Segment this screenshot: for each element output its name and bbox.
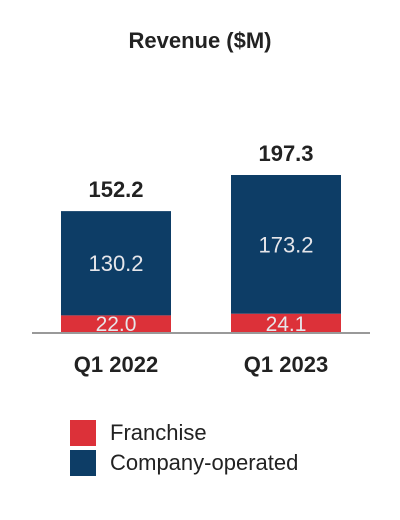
legend-swatch-franchise — [70, 420, 96, 446]
legend: Franchise Company-operated — [70, 418, 298, 478]
x-tick-label-q1-2023: Q1 2023 — [244, 352, 328, 377]
bar-company-operated-q1-2022 — [61, 211, 171, 316]
legend-item-franchise: Franchise — [70, 418, 298, 448]
legend-label-franchise: Franchise — [110, 420, 207, 445]
total-label-q1-2023: 197.3 — [258, 141, 313, 166]
data-label-franchise-q1-2023: 24.1 — [266, 313, 307, 336]
x-tick-label-q1-2022: Q1 2022 — [74, 352, 158, 377]
data-label-franchise-q1-2022: 22.0 — [96, 313, 137, 336]
legend-item-company-operated: Company-operated — [70, 448, 298, 478]
legend-swatch-company-operated — [70, 450, 96, 476]
data-label-company-operated-q1-2022: 130.2 — [88, 251, 143, 276]
bar-franchise-q1-2023 — [231, 313, 341, 333]
data-label-company-operated-q1-2023: 173.2 — [258, 232, 313, 257]
bar-company-operated-q1-2023 — [231, 175, 341, 314]
legend-label-company-operated: Company-operated — [110, 450, 299, 475]
labels-layer: 22.0 130.2 152.2 Q1 2022 24.1 173.2 197.3 Q1 20… — [74, 141, 328, 377]
total-label-q1-2022: 152.2 — [88, 177, 143, 202]
bar-franchise-q1-2022 — [61, 315, 171, 333]
chart-title: Revenue ($M) — [128, 28, 272, 53]
bars-layer — [61, 175, 341, 333]
